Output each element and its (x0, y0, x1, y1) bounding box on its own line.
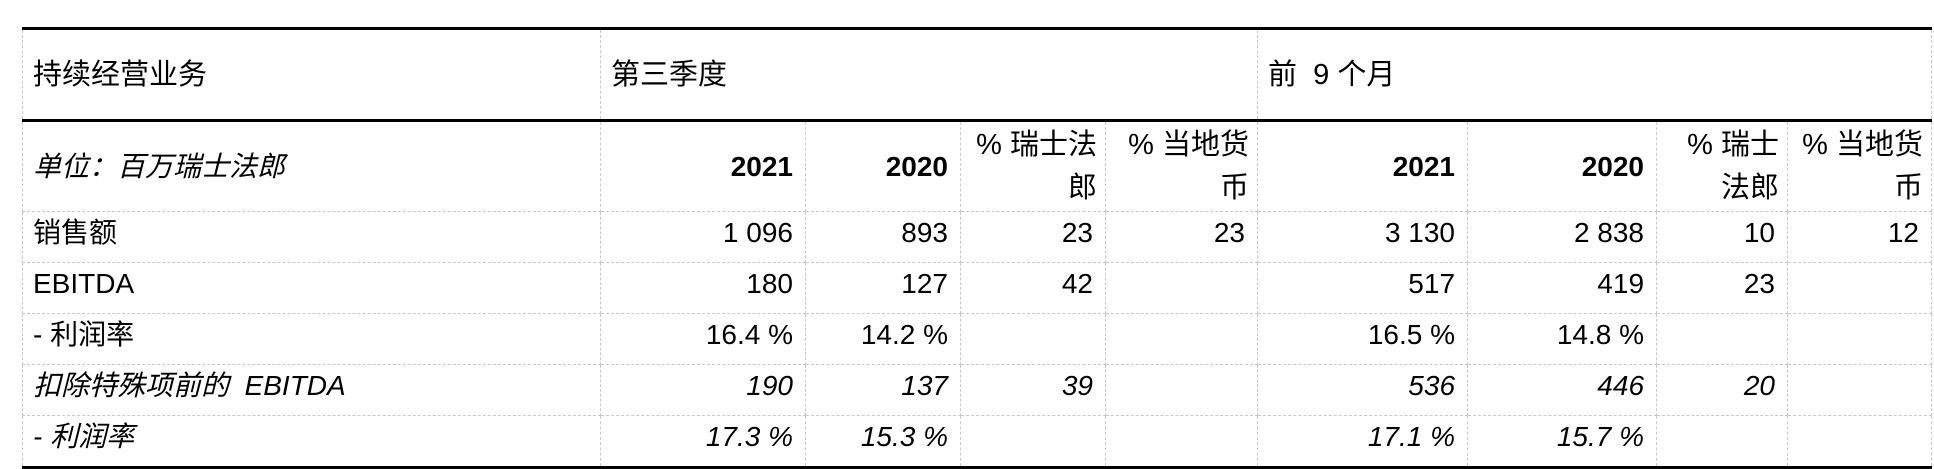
segment-header: 持续经营业务 (22, 27, 601, 122)
col-header: 2021 (600, 120, 806, 212)
cell-value (1787, 415, 1933, 469)
cell-value (960, 415, 1106, 469)
cell-value: 23 (960, 211, 1106, 263)
cell-value: 23 (1656, 262, 1789, 314)
col-header: % 瑞士法郎 (960, 120, 1106, 212)
col-header: 2021 (1257, 120, 1469, 212)
cell-value (1656, 313, 1789, 365)
cell-value: 10 (1656, 211, 1789, 263)
nine-months-header: 前 9 个月 (1257, 27, 1933, 122)
cell-value: 893 (805, 211, 961, 263)
col-header: 2020 (805, 120, 961, 212)
col-header: 2020 (1467, 120, 1658, 212)
row-label: 销售额 (22, 211, 601, 263)
cell-value: 15.3 % (805, 415, 961, 469)
cell-value: 42 (960, 262, 1106, 314)
cell-value: 14.8 % (1467, 313, 1658, 365)
cell-value (1104, 313, 1259, 365)
cell-value: 1 096 (600, 211, 806, 263)
row-label: EBITDA (22, 262, 601, 314)
cell-value: 2 838 (1467, 211, 1658, 263)
table-row: 扣除特殊项前的 EBITDA 190 137 39 536 446 20 (22, 364, 1933, 416)
row-label: - 利润率 (22, 313, 601, 365)
unit-label: 单位：百万瑞士法郎 (22, 120, 601, 212)
cell-value: 137 (805, 364, 961, 416)
cell-value (1656, 415, 1789, 469)
cell-value: 446 (1467, 364, 1658, 416)
cell-value (1787, 262, 1933, 314)
col-header: % 当地货币 (1787, 120, 1933, 212)
table-row: - 利润率 17.3 % 15.3 % 17.1 % 15.7 % (22, 415, 1933, 469)
col-header: % 瑞士法郎 (1656, 120, 1789, 212)
cell-value: 16.4 % (600, 313, 806, 365)
cell-value (960, 313, 1106, 365)
cell-value: 127 (805, 262, 961, 314)
cell-value: 15.7 % (1467, 415, 1658, 469)
cell-value: 17.1 % (1257, 415, 1469, 469)
cell-value: 23 (1104, 211, 1259, 263)
cell-value: 536 (1257, 364, 1469, 416)
cell-value: 17.3 % (600, 415, 806, 469)
cell-value (1787, 364, 1933, 416)
cell-value: 517 (1257, 262, 1469, 314)
cell-value (1787, 313, 1933, 365)
financial-table: 持续经营业务 第三季度 前 9 个月 单位：百万瑞士法郎 2021 2020 %… (22, 27, 1933, 469)
cell-value (1104, 262, 1259, 314)
q3-header: 第三季度 (599, 27, 1259, 122)
cell-value: 12 (1787, 211, 1933, 263)
header-row-columns: 单位：百万瑞士法郎 2021 2020 % 瑞士法郎 % 当地货币 2021 2… (22, 120, 1933, 212)
table-row: 销售额 1 096 893 23 23 3 130 2 838 10 12 (22, 211, 1933, 263)
col-header: % 当地货币 (1104, 120, 1259, 212)
cell-value: 39 (960, 364, 1106, 416)
cell-value: 180 (600, 262, 806, 314)
cell-value: 16.5 % (1257, 313, 1469, 365)
cell-value: 190 (600, 364, 806, 416)
cell-value: 3 130 (1257, 211, 1469, 263)
cell-value (1104, 415, 1259, 469)
row-label: - 利润率 (22, 415, 601, 469)
header-row-periods: 持续经营业务 第三季度 前 9 个月 (22, 27, 1933, 122)
cell-value: 20 (1656, 364, 1789, 416)
cell-value (1104, 364, 1259, 416)
table-row: - 利润率 16.4 % 14.2 % 16.5 % 14.8 % (22, 313, 1933, 365)
cell-value: 14.2 % (805, 313, 961, 365)
row-label: 扣除特殊项前的 EBITDA (22, 364, 601, 416)
table-row: EBITDA 180 127 42 517 419 23 (22, 262, 1933, 314)
cell-value: 419 (1467, 262, 1658, 314)
